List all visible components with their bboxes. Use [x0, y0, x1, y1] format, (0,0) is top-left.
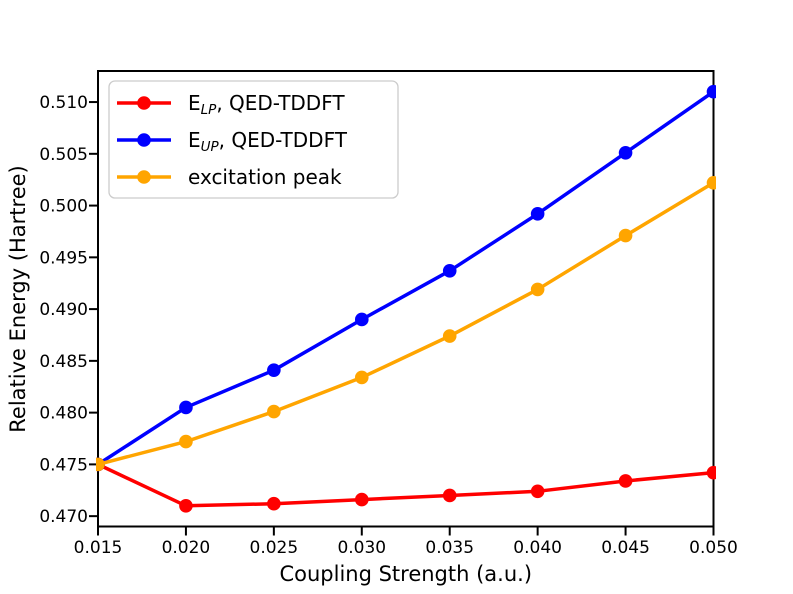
- data-point-marker: [442, 263, 457, 278]
- x-tick-label: 0.025: [250, 538, 299, 558]
- series-line-e-lp-qed-tddft: [96, 462, 716, 508]
- series-line-excitation-peak: [96, 181, 716, 467]
- data-point-marker: [442, 329, 457, 343]
- data-point-marker: [618, 145, 633, 160]
- y-tick-label: 0.505: [39, 145, 88, 165]
- data-point-marker: [267, 363, 281, 377]
- data-point-marker: [179, 498, 193, 513]
- data-point-marker: [354, 492, 369, 507]
- y-tick-label: 0.490: [39, 300, 88, 320]
- data-point-marker: [354, 370, 369, 385]
- data-point-marker: [267, 404, 281, 419]
- x-tick-label: 0.035: [425, 538, 474, 558]
- y-tick-label: 0.485: [39, 352, 88, 372]
- y-tick-label: 0.495: [39, 248, 88, 268]
- legend: ELP, QED-TDDFT EUP, QED-TDDFT excitation p…: [108, 80, 399, 199]
- data-point-marker: [618, 228, 633, 243]
- data-point-marker: [618, 474, 633, 488]
- data-point-marker: [706, 465, 716, 480]
- data-point-marker: [530, 282, 545, 297]
- x-tick-label: 0.020: [162, 538, 211, 558]
- legend-box: [108, 80, 399, 199]
- y-tick-label: 0.480: [39, 404, 88, 424]
- legend-entry-label: ELP, QED-TDDFT: [188, 91, 345, 118]
- data-point-marker: [179, 400, 193, 415]
- x-axis-ticks: 0.015 0.020 0.025 0.030 0.035 0.040 0.045 0.050: [74, 527, 738, 558]
- y-axis-label: Relative Energy (Hartree): [6, 165, 30, 432]
- legend-entry-label: EUP, QED-TDDFT: [188, 128, 348, 155]
- data-point-marker: [267, 496, 281, 511]
- x-tick-label: 0.050: [689, 538, 738, 558]
- y-tick-label: 0.500: [39, 197, 88, 217]
- x-tick-label: 0.045: [601, 538, 650, 558]
- data-point-marker: [179, 434, 193, 449]
- legend-swatch-marker: [137, 133, 151, 147]
- legend-entry-label: excitation peak: [188, 165, 342, 189]
- plot-area-border: [97, 70, 715, 528]
- data-point-marker: [442, 488, 457, 503]
- data-point-marker: [706, 176, 716, 190]
- y-tick-label: 0.470: [39, 507, 88, 527]
- x-tick-label: 0.015: [74, 538, 123, 558]
- data-point-marker: [530, 207, 545, 221]
- data-point-marker: [354, 312, 369, 327]
- data-point-marker: [706, 84, 716, 99]
- x-axis-label: Coupling Strength (a.u.): [279, 562, 532, 586]
- y-tick-label: 0.510: [39, 93, 88, 113]
- series-line-e-up-qed-tddft: [96, 89, 716, 467]
- x-tick-label: 0.030: [337, 538, 386, 558]
- data-series-group: [96, 84, 716, 513]
- x-tick-label: 0.040: [513, 538, 562, 558]
- data-point-marker: [96, 457, 105, 472]
- legend-swatch-marker: [137, 96, 151, 110]
- y-tick-label: 0.475: [39, 455, 88, 475]
- data-point-marker: [530, 484, 545, 499]
- y-axis-ticks: 0.470 0.475 0.480 0.485 0.490 0.495 0.500 0.505…: [39, 93, 97, 527]
- legend-swatch-marker: [137, 170, 151, 184]
